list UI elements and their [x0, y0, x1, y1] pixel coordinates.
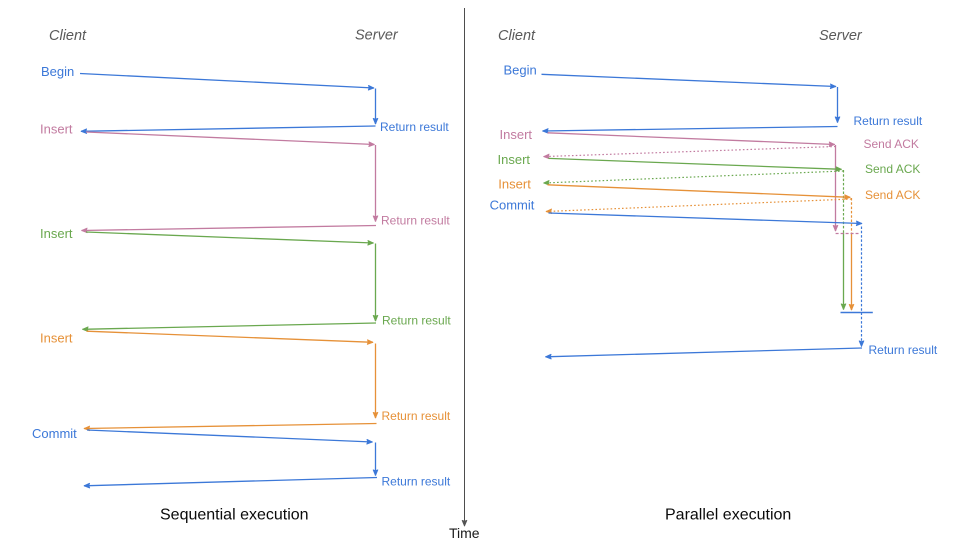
svg-text:Begin: Begin	[41, 64, 74, 79]
svg-text:Server: Server	[355, 28, 399, 44]
svg-text:Return result: Return result	[381, 213, 450, 227]
svg-text:Return result: Return result	[854, 114, 923, 128]
svg-text:Send ACK: Send ACK	[864, 137, 919, 151]
svg-text:Client: Client	[498, 28, 536, 44]
svg-text:Insert: Insert	[498, 152, 531, 167]
svg-text:Time: Time	[449, 525, 480, 540]
svg-text:Return result: Return result	[380, 120, 449, 134]
svg-text:Insert: Insert	[500, 127, 533, 142]
svg-text:Insert: Insert	[40, 226, 73, 241]
svg-text:Begin: Begin	[504, 63, 537, 78]
svg-text:Send ACK: Send ACK	[865, 188, 920, 202]
svg-text:Insert: Insert	[498, 177, 531, 192]
svg-text:Server: Server	[819, 28, 863, 44]
svg-text:Return result: Return result	[382, 475, 451, 489]
svg-text:Return result: Return result	[869, 343, 938, 357]
svg-text:Insert: Insert	[40, 122, 73, 137]
svg-text:Parallel execution: Parallel execution	[665, 507, 791, 524]
svg-text:Send ACK: Send ACK	[865, 162, 920, 176]
svg-text:Sequential execution: Sequential execution	[160, 507, 309, 524]
svg-text:Return result: Return result	[382, 314, 451, 328]
svg-text:Return result: Return result	[382, 409, 451, 423]
svg-text:Commit: Commit	[32, 426, 77, 441]
svg-text:Client: Client	[49, 28, 87, 44]
svg-text:Insert: Insert	[40, 330, 73, 345]
svg-text:Commit: Commit	[490, 197, 535, 212]
